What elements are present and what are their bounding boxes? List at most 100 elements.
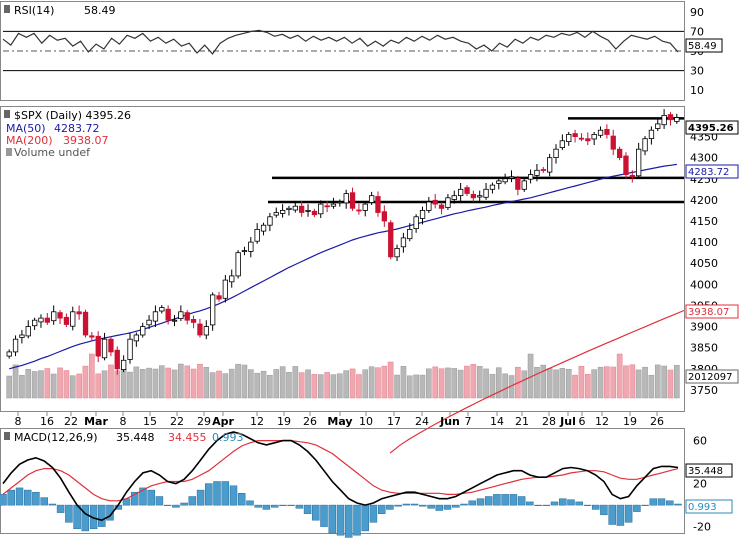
macd-histogram-bar <box>542 504 551 506</box>
macd-histogram-bar <box>427 504 435 509</box>
volume-icon <box>6 148 12 156</box>
volume-bar <box>197 363 203 399</box>
volume-bar <box>203 367 210 399</box>
macd-histogram-bar <box>213 481 221 506</box>
volume-bar <box>235 363 241 399</box>
candle-body <box>95 335 101 357</box>
volume-bar <box>190 368 197 399</box>
svg-text:4283.72: 4283.72 <box>688 167 729 178</box>
macd-histogram-bar <box>591 504 600 510</box>
candle-body <box>311 210 318 216</box>
candle-body <box>273 212 279 216</box>
volume-bar <box>38 370 44 399</box>
candle-body <box>197 323 203 336</box>
candle-body <box>216 295 222 300</box>
candle-body <box>578 137 585 140</box>
candle-body <box>133 334 140 342</box>
candle-body <box>89 335 95 338</box>
candle-body <box>121 359 127 370</box>
candle-body <box>318 203 324 215</box>
macd-histogram-bar <box>608 504 616 525</box>
candle-body <box>496 180 502 184</box>
candle-body <box>324 205 330 208</box>
macd-histogram-bar <box>320 504 328 527</box>
x-tick-label: 29 <box>197 415 211 428</box>
volume-bar <box>82 365 89 399</box>
volume-bar <box>426 368 432 399</box>
candle-body <box>32 319 38 327</box>
volume-bar <box>559 368 566 399</box>
price-panel-icon <box>4 110 10 118</box>
candle-body <box>451 195 457 200</box>
candle-body <box>260 224 267 232</box>
candle-body <box>381 211 388 222</box>
volume-bar <box>394 374 400 399</box>
volume-bar <box>279 366 286 399</box>
ma50-line <box>9 163 677 370</box>
volume-bar <box>89 353 95 399</box>
x-tick-label: 26 <box>303 415 317 428</box>
volume-bar <box>222 373 229 399</box>
rsi-layer: 9070503010 <box>2 6 704 97</box>
volume-bar <box>209 372 216 399</box>
x-tick-label: 17 <box>387 415 401 428</box>
candle-body <box>661 115 667 126</box>
rsi-tick-label: 10 <box>690 84 704 97</box>
candle-body <box>642 138 648 152</box>
volume-bar <box>667 369 674 399</box>
volume-bar <box>139 369 146 399</box>
candle-body <box>521 180 527 190</box>
ma200-legend-name: MA(200) <box>6 134 53 147</box>
volume-bar <box>629 364 636 399</box>
volume-bar <box>101 370 108 399</box>
rsi-tick-label: 30 <box>690 65 704 78</box>
price-panel-frame <box>0 106 685 412</box>
rsi-tag: 58.49 <box>685 38 723 53</box>
price-tick-label: 4300 <box>690 152 718 165</box>
candle-body <box>76 311 82 315</box>
volume-bar <box>502 373 508 399</box>
candle-body <box>51 311 57 322</box>
volume-bar <box>63 370 70 399</box>
candle-body <box>591 133 597 140</box>
price-tick-label: 4150 <box>690 215 718 228</box>
macd-histogram-bar <box>7 489 15 506</box>
candle-body <box>400 237 407 248</box>
x-tick-label: 21 <box>515 415 529 428</box>
last-price-tag: 4395.26 <box>685 120 739 135</box>
candle-body <box>438 204 445 209</box>
candle-body <box>222 279 229 299</box>
macd-histogram-bar <box>98 504 106 527</box>
ma50-legend-name: MA(50) <box>6 122 46 135</box>
volume-bar <box>572 374 578 399</box>
volume-bar <box>349 368 356 399</box>
macd-histogram-bar <box>517 496 526 506</box>
rsi-label: RSI(14) <box>14 4 54 17</box>
candle-body <box>636 148 642 177</box>
volume-bar <box>146 367 152 399</box>
macd-histogram-bar <box>394 504 402 507</box>
macd-histogram-bar <box>583 504 592 506</box>
candle-body <box>298 205 305 213</box>
volume-bar <box>387 361 394 399</box>
macd-histogram-bar <box>196 489 205 506</box>
macd-histogram-bar <box>15 487 24 506</box>
volume-bar <box>457 369 464 399</box>
rsi-tick-label: 70 <box>690 25 704 38</box>
volume-bar <box>578 365 585 399</box>
macd-histogram-bar <box>484 496 493 506</box>
macd-histogram-bar <box>32 491 40 506</box>
candle-body <box>489 184 496 190</box>
macd-histogram-bar <box>81 504 90 532</box>
price-tick-label: 4100 <box>690 236 718 249</box>
candle-body <box>432 199 438 205</box>
macd-histogram-bar <box>287 504 295 506</box>
volume-bar <box>273 369 280 399</box>
macd-histogram-bar <box>295 504 304 509</box>
candle-body <box>19 334 25 338</box>
macd-histogram-bar <box>188 496 197 506</box>
volume-bar <box>534 367 540 399</box>
candle-body <box>286 207 292 211</box>
x-tick-label: 8 <box>120 415 127 428</box>
macd-histogram-bar <box>657 498 666 506</box>
